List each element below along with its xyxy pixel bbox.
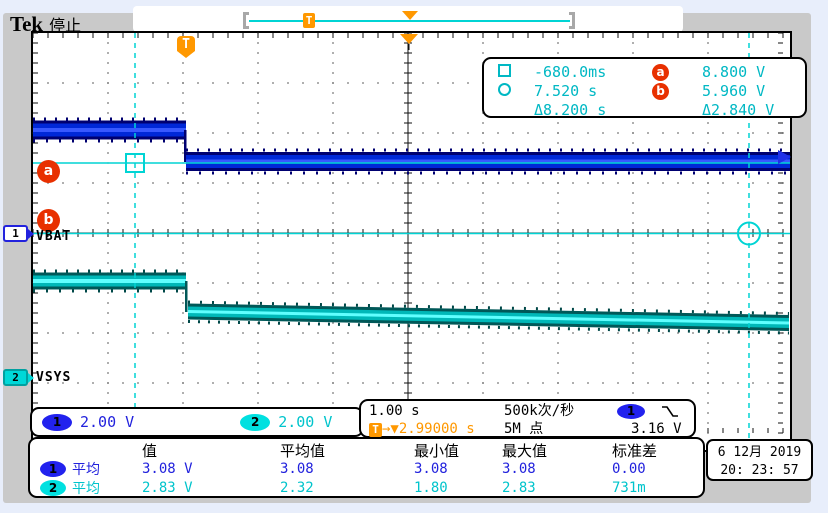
measurement-row-ch2: 2 平均 2.83 V 2.32 1.80 2.83 731m	[34, 478, 699, 497]
channel-scale-readout: 1 2.00 V 2 2.00 V	[30, 407, 364, 437]
ch2-mean: 2.32	[280, 480, 314, 496]
record-view-right-bracket	[569, 12, 575, 29]
record-length: 5M 点	[504, 421, 544, 437]
measurement-row-ch1: 1 平均 3.08 V 3.08 3.08 3.08 0.00	[34, 459, 699, 478]
channel2-badge: 2	[240, 413, 271, 431]
ch1-row-badge: 1	[40, 461, 66, 477]
cursor-b-time: 7.520 s	[534, 81, 598, 100]
channel1-trace-label: VBAT	[36, 229, 72, 244]
trigger-time: →▼2.99000 s	[382, 421, 475, 437]
timebase-scale: 1.00 s	[369, 403, 420, 419]
col-mean: 平均值	[280, 442, 326, 460]
ch2-stddev: 731m	[612, 480, 646, 496]
ch1-meas-type: 平均	[72, 462, 100, 478]
cursor-b-mini-badge: b	[652, 83, 669, 100]
cursor-a-time: -680.0ms	[534, 62, 607, 81]
record-view-position-triangle-icon	[402, 11, 418, 20]
ch2-min: 1.80	[414, 480, 448, 496]
cursor-delta-voltage: Δ2.840 V	[702, 100, 775, 119]
cursor-a-square-icon	[498, 63, 511, 77]
date-text: 6 12月 2019	[717, 445, 802, 460]
record-view-waveform-line	[249, 20, 570, 22]
trigger-t-icon: T	[369, 423, 382, 437]
cursor-a-badge: a	[37, 160, 60, 183]
ch1-max: 3.08	[502, 461, 536, 477]
cursor-b-voltage: 5.960 V	[702, 81, 766, 100]
measurement-table: 值 平均值 最小值 最大值 标准差 1 平均 3.08 V 3.08 3.08 3…	[28, 437, 705, 498]
cursor-b-circle-icon	[498, 82, 511, 96]
cursor-delta-time: Δ8.200 s	[534, 100, 607, 119]
channel1-scale: 2.00 V	[80, 413, 135, 431]
cursor-a-mini-badge: a	[652, 64, 669, 81]
sample-rate: 500k次/秒	[504, 403, 575, 419]
horizontal-trigger-readout: 1.00 s 500k次/秒 1 T →▼2.99000 s 5M 点 3.16 …	[359, 399, 696, 438]
trigger-position-flag-icon: T	[177, 36, 195, 58]
col-max: 最大值	[502, 442, 548, 460]
channel2-trace-label: VSYS	[36, 370, 72, 385]
col-min: 最小值	[414, 442, 460, 460]
ch1-min: 3.08	[414, 461, 448, 477]
channel1-badge: 1	[42, 413, 72, 431]
record-view-trigger-icon: T	[303, 13, 315, 28]
channel2-scale: 2.00 V	[278, 413, 333, 431]
record-view-left-bracket	[243, 12, 249, 29]
trigger-slope-falling-icon	[661, 402, 679, 420]
ch2-value: 2.83 V	[142, 480, 193, 496]
trigger-source-badge: 1	[617, 404, 645, 419]
acquisition-status: 停止	[49, 16, 82, 35]
ch2-max: 2.83	[502, 480, 536, 496]
col-value: 值	[142, 442, 158, 460]
col-stddev: 标准差	[612, 442, 658, 460]
cursor-b-badge: b	[37, 209, 60, 232]
datetime-box: 6 12月 2019 20: 23: 57	[706, 439, 813, 481]
trigger-level: 3.16 V	[631, 421, 682, 437]
time-text: 20: 23: 57	[720, 463, 799, 478]
ch2-row-badge: 2	[40, 480, 66, 496]
channel2-ground-marker: 2	[3, 369, 34, 386]
cursor-readout-box: -680.0ms a 8.800 V 7.520 s b 5.960 V Δ8.…	[482, 57, 807, 119]
ch2-meas-type: 平均	[72, 481, 100, 497]
measurement-header-row: 值 平均值 最小值 最大值 标准差	[34, 440, 699, 460]
ch1-stddev: 0.00	[612, 461, 646, 477]
cursor-a-voltage: 8.800 V	[702, 62, 766, 81]
ch1-mean: 3.08	[280, 461, 314, 477]
channel1-ground-marker: 1	[3, 225, 34, 242]
ch1-value: 3.08 V	[142, 461, 193, 477]
